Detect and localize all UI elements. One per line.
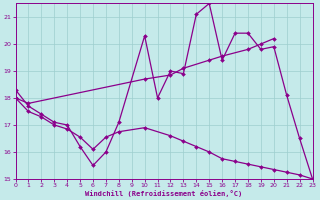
- X-axis label: Windchill (Refroidissement éolien,°C): Windchill (Refroidissement éolien,°C): [85, 190, 243, 197]
